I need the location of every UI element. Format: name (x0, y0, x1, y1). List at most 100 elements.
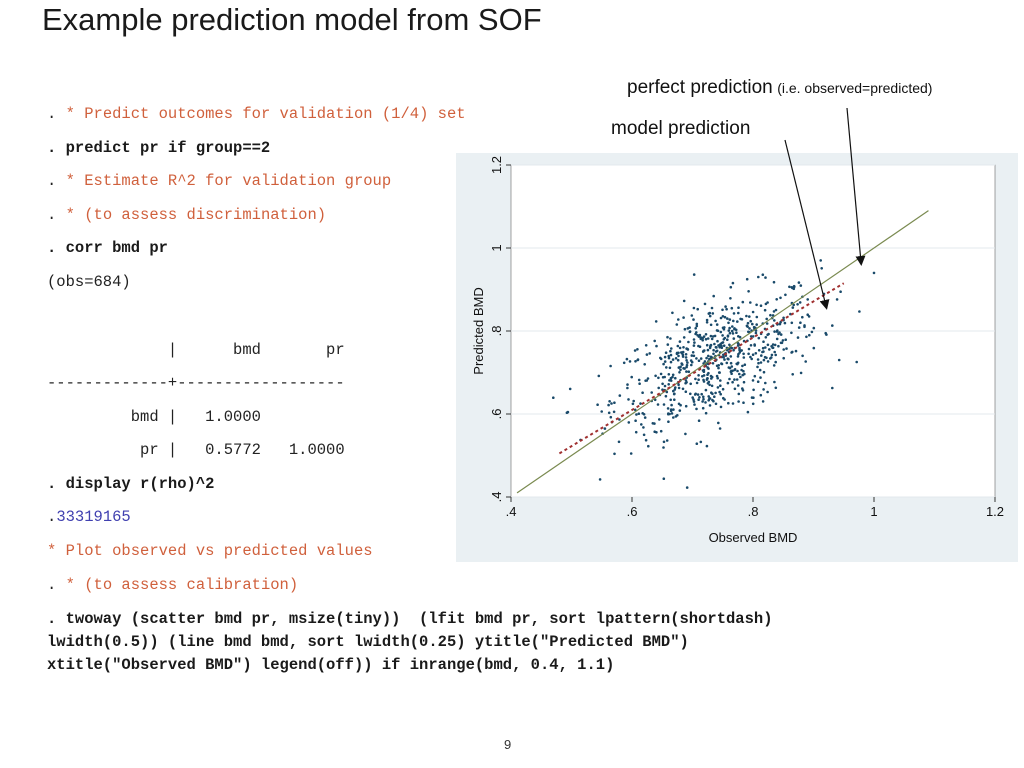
data-point (754, 352, 758, 355)
data-point (678, 346, 682, 350)
y-tick-label-1: .6 (489, 409, 504, 420)
data-point (837, 358, 841, 362)
data-point (732, 348, 735, 352)
data-point (685, 370, 688, 373)
code-line-plot-comment: * Plot observed vs predicted values (47, 541, 373, 561)
data-point (706, 382, 710, 385)
data-point (643, 363, 646, 366)
data-point (733, 387, 737, 391)
data-point (690, 354, 694, 357)
data-point (711, 312, 715, 315)
data-point (762, 358, 766, 362)
data-point (748, 315, 751, 318)
data-point (676, 344, 680, 348)
x-tick-label-4: 1.2 (986, 504, 1004, 519)
data-point (783, 321, 787, 325)
data-point (731, 332, 735, 335)
data-point (737, 392, 741, 396)
data-point (667, 412, 670, 415)
data-point (764, 276, 767, 279)
data-point (769, 313, 772, 317)
corr-table-header: | bmd pr (47, 341, 345, 359)
data-point (729, 361, 733, 365)
data-point (772, 310, 776, 313)
data-point (717, 421, 720, 425)
data-point (745, 277, 749, 281)
data-point (751, 322, 754, 326)
data-point (711, 398, 714, 402)
data-point (753, 343, 756, 346)
data-point (737, 335, 740, 338)
data-point (728, 366, 732, 370)
data-point (773, 350, 776, 354)
data-point (656, 403, 660, 406)
data-point (725, 307, 728, 311)
data-point (733, 378, 736, 381)
data-point (596, 403, 599, 406)
data-point (719, 392, 722, 396)
data-point (663, 355, 667, 359)
data-point (771, 343, 775, 346)
data-point (759, 304, 763, 307)
data-point (702, 397, 705, 401)
data-point (752, 396, 755, 399)
data-point (774, 308, 778, 312)
data-point (664, 394, 668, 398)
data-point (819, 259, 822, 262)
data-point (669, 376, 673, 380)
data-point (693, 403, 696, 406)
data-point (737, 311, 740, 315)
x-tick-label-2: .8 (748, 504, 759, 519)
data-point (726, 338, 729, 341)
data-point (763, 308, 767, 312)
data-point (717, 364, 720, 367)
data-point (756, 365, 759, 369)
data-point (552, 396, 555, 399)
data-point (682, 299, 686, 303)
data-point (597, 374, 601, 378)
data-point (761, 273, 765, 276)
data-point (717, 371, 721, 374)
data-point (710, 375, 714, 379)
data-point (673, 392, 676, 396)
data-point (663, 384, 667, 388)
axis-ticks: .4 .6 .8 1 1.2 .4 .6 .8 1 1.2 (489, 156, 1004, 519)
data-point (749, 335, 753, 338)
data-point (742, 356, 746, 359)
data-point (708, 404, 712, 407)
data-point (600, 410, 603, 413)
data-point (748, 327, 751, 330)
code-line-corr: . corr bmd pr (47, 239, 168, 257)
data-point (737, 400, 740, 403)
data-point (730, 329, 734, 333)
code-line-calibration-comment: . * (to assess calibration) (47, 575, 298, 595)
data-point (641, 391, 644, 394)
data-point (701, 406, 705, 410)
data-point (803, 324, 806, 327)
data-point (751, 335, 755, 338)
data-point (661, 382, 664, 386)
data-point (565, 411, 569, 415)
data-point (831, 386, 834, 390)
corr-table-row-pr: pr | 0.5772 1.0000 (47, 441, 345, 459)
data-point (622, 361, 626, 365)
data-point (670, 412, 674, 415)
data-point (711, 362, 715, 365)
data-point (702, 370, 706, 373)
data-point (746, 321, 750, 325)
data-point (669, 337, 672, 340)
data-point (669, 398, 672, 402)
code-line-display: . display r(rho)^2 (47, 475, 215, 493)
data-point (707, 395, 710, 398)
data-point (759, 376, 762, 379)
data-point (781, 339, 785, 342)
data-point (648, 352, 651, 355)
twoway-line-3: xtitle("Observed BMD") legend(off)) if i… (47, 656, 615, 674)
data-point (669, 353, 673, 357)
data-point (664, 351, 668, 354)
data-point (671, 311, 674, 315)
data-point (764, 381, 767, 385)
data-point (757, 349, 761, 352)
data-point (722, 344, 726, 347)
data-point (685, 486, 689, 489)
